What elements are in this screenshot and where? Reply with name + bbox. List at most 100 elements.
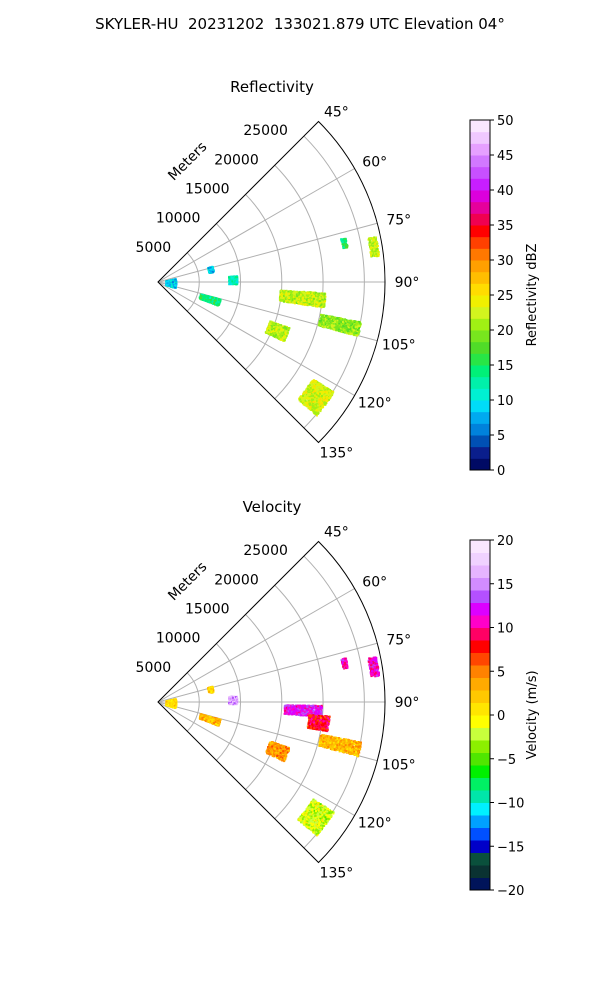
echo-gate: [371, 240, 374, 243]
echo-gate: [317, 383, 320, 386]
echo-gate: [316, 293, 319, 296]
echo-gate: [346, 244, 349, 247]
echo-gate: [334, 322, 337, 325]
echo-gate: [343, 326, 346, 329]
echo-cluster: [228, 275, 239, 286]
echo-gate: [307, 389, 310, 392]
echo-gate: [282, 300, 285, 303]
echo-gate: [280, 299, 283, 302]
echo-gate: [299, 296, 302, 299]
echo-gate: [285, 330, 288, 333]
echo-gate: [332, 319, 335, 321]
echo-gate: [376, 241, 378, 244]
echo-gate: [292, 290, 295, 293]
echo-gate: [347, 328, 350, 331]
echo-gate: [285, 290, 288, 293]
echo-gate: [351, 322, 354, 325]
echo-gate: [373, 248, 375, 251]
echo-gate: [318, 392, 321, 395]
echo-gate: [323, 314, 326, 317]
echo-gate: [323, 321, 326, 324]
echo-gate: [343, 241, 346, 244]
echo-gate: [309, 400, 312, 403]
echo-gate: [279, 293, 282, 296]
echo-gate: [327, 315, 330, 318]
echo-gate: [372, 242, 374, 245]
echo-gate: [294, 294, 297, 297]
echo-gate: [358, 327, 360, 329]
echo-gate: [267, 327, 269, 330]
echo-gate: [371, 250, 374, 253]
echo-gate: [371, 237, 374, 240]
echo-gate: [309, 402, 312, 405]
echo-gate: [300, 302, 303, 305]
echo-gate: [368, 238, 371, 241]
echo-gate: [324, 325, 327, 328]
echo-gate: [374, 238, 377, 241]
echo-gate: [316, 298, 319, 301]
echo-gate: [326, 395, 329, 398]
echo-gate: [308, 303, 311, 305]
echo-gate: [281, 293, 284, 296]
echo-gate: [309, 405, 312, 408]
echo-gate: [309, 301, 312, 304]
echo-gate: [356, 323, 359, 326]
echo-gate: [344, 319, 347, 322]
echo-gate: [335, 319, 338, 322]
echo-gate: [283, 299, 285, 302]
echo-gate: [375, 246, 378, 249]
echo-gate: [305, 299, 308, 302]
echo-gate: [342, 238, 345, 241]
echo-gate: [289, 293, 292, 296]
echo-gate: [288, 297, 290, 300]
echo-gate: [341, 323, 344, 326]
echo-gate: [323, 294, 325, 297]
echo-gate: [324, 299, 327, 302]
echo-gate: [296, 298, 299, 301]
echo-gate: [318, 300, 321, 303]
echo-cluster: [317, 313, 362, 337]
echo-gate: [320, 318, 323, 320]
echo-gate: [375, 236, 377, 239]
echo-gate: [317, 304, 320, 307]
echo-gate: [321, 304, 324, 307]
echo-gate: [296, 292, 299, 295]
echo-gate: [357, 333, 360, 335]
echo-gate: [283, 339, 286, 341]
echo-gate: [215, 303, 218, 306]
echo-gate: [354, 331, 357, 334]
echo-gate: [323, 401, 326, 404]
echo-gate: [314, 398, 317, 401]
echo-gate: [369, 243, 372, 246]
echo-gate: [327, 326, 330, 329]
echo-gate: [331, 315, 334, 318]
echo-gate: [333, 324, 336, 327]
echo-gate: [340, 239, 343, 242]
echo-gate: [374, 245, 377, 248]
echo-gate: [370, 251, 373, 254]
echo-gate: [349, 320, 352, 323]
echo-gate: [320, 306, 323, 309]
echo-gate: [316, 389, 319, 392]
echo-gate: [280, 289, 283, 292]
echo-gate: [369, 240, 371, 243]
echo-gate: [280, 328, 283, 331]
echo-gate: [312, 401, 315, 403]
echo-gate: [308, 301, 310, 304]
echo-gate: [308, 295, 311, 298]
echo-gate: [302, 299, 304, 302]
azimuth-spoke: [157, 222, 378, 283]
echo-gate: [347, 330, 349, 333]
echo-gate: [338, 324, 341, 327]
echo-gate: [347, 319, 350, 322]
echo-gate: [207, 267, 210, 270]
echo-gate: [318, 302, 321, 305]
echo-gate: [298, 291, 301, 294]
echo-gate: [309, 294, 312, 297]
echo-gate: [342, 324, 345, 327]
echo-gate: [315, 387, 318, 390]
echo-gate: [283, 296, 286, 299]
echo-gate: [349, 325, 352, 328]
echo-gate: [310, 298, 313, 301]
echo-gate: [354, 321, 357, 324]
